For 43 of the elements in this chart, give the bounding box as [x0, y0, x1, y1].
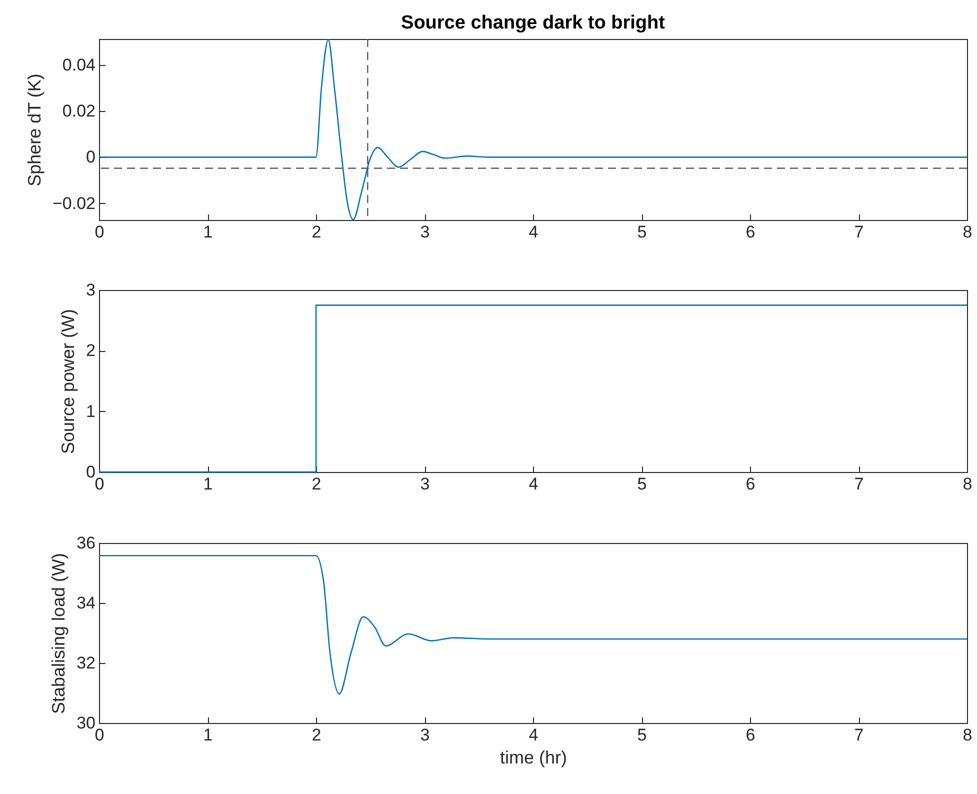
- y-axis-title: Stabalising load (W): [48, 552, 69, 714]
- x-tick-label: 6: [746, 222, 756, 242]
- y-tick-label: 30: [76, 714, 96, 732]
- y-tick-label: 0: [86, 148, 96, 167]
- x-tick-label: 7: [854, 222, 864, 242]
- y-tick-label: 0.02: [62, 102, 96, 121]
- y-tick-label: 3: [86, 280, 96, 300]
- y-axis-title: Source power (W): [58, 308, 78, 454]
- x-tick-label: 2: [312, 474, 322, 494]
- x-tick-label: 4: [528, 726, 538, 744]
- x-axis-title: time (hr): [500, 748, 567, 768]
- x-tick-label: 4: [528, 474, 538, 494]
- x-tick-label: 8: [962, 474, 972, 494]
- y-tick-label: 2: [86, 341, 96, 360]
- x-tick-label: 1: [203, 726, 213, 744]
- y-tick-label: 32: [76, 654, 96, 672]
- x-tick-label: 3: [420, 474, 430, 494]
- x-tick-label: 2: [312, 222, 322, 242]
- x-tick-label: 7: [854, 474, 864, 494]
- x-tick-label: 6: [746, 726, 756, 744]
- x-tick-label: 3: [420, 222, 430, 242]
- y-tick-label: 0: [86, 462, 96, 482]
- y-tick-label: 1: [86, 402, 96, 421]
- x-tick-label: 6: [746, 474, 756, 494]
- y-tick-label: 0.04: [62, 55, 96, 74]
- x-tick-label: 5: [637, 474, 647, 494]
- x-tick-label: 8: [962, 726, 972, 744]
- x-tick-label: 1: [203, 222, 213, 242]
- x-tick-label: 1: [203, 474, 213, 494]
- x-tick-label: 7: [854, 726, 864, 744]
- x-tick-label: 5: [637, 222, 647, 242]
- x-tick-label: 8: [962, 222, 972, 242]
- x-tick-label: 2: [312, 726, 322, 744]
- line-series: [98, 38, 968, 220]
- y-tick-label: −0.02: [52, 194, 96, 213]
- y-tick-label: 36: [76, 534, 96, 552]
- line-series: [98, 554, 968, 695]
- x-tick-label: 4: [528, 222, 538, 242]
- y-axis-title: Sphere dT (K): [24, 74, 44, 186]
- chart-title: Source change dark to bright: [401, 12, 666, 34]
- x-tick-label: 5: [637, 726, 647, 744]
- x-tick-label: 3: [420, 726, 430, 744]
- y-tick-label: 34: [76, 594, 96, 612]
